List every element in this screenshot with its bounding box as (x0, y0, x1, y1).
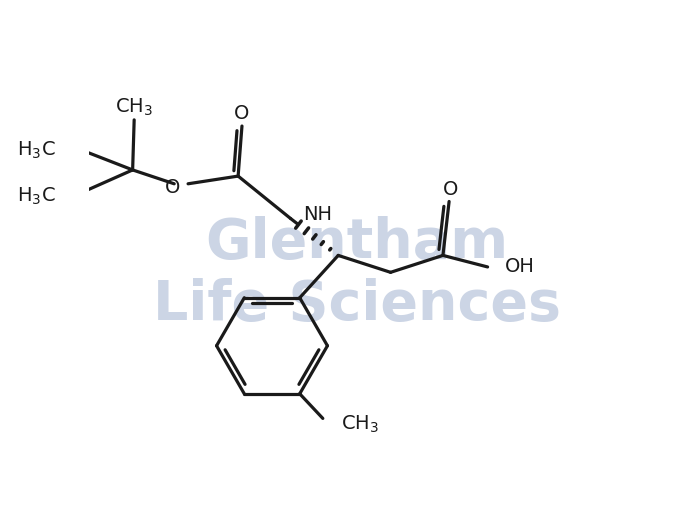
Text: H$_3$C: H$_3$C (17, 186, 56, 207)
Text: OH: OH (505, 257, 535, 277)
Text: O: O (165, 178, 180, 197)
Text: Glentham
Life Sciences: Glentham Life Sciences (152, 216, 561, 332)
Text: O: O (443, 180, 459, 199)
Text: H$_3$C: H$_3$C (17, 139, 56, 161)
Text: CH$_3$: CH$_3$ (340, 414, 379, 435)
Text: CH$_3$: CH$_3$ (115, 97, 153, 118)
Text: NH: NH (303, 205, 332, 224)
Text: O: O (235, 104, 250, 123)
